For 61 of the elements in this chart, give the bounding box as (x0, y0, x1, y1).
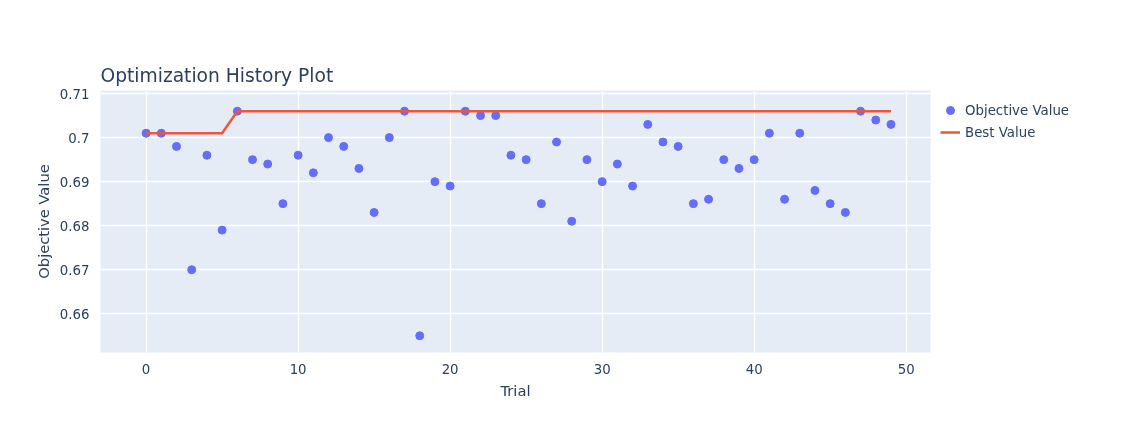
point (263, 159, 273, 169)
y-tick-label: 0.69 (59, 174, 90, 190)
point (552, 137, 562, 147)
point (764, 128, 774, 138)
point (582, 155, 592, 165)
point (521, 155, 531, 165)
point (643, 119, 653, 129)
point (293, 150, 303, 160)
y-tick-label: 0.71 (59, 86, 90, 102)
x-tick-label: 20 (441, 361, 459, 377)
point (248, 155, 258, 165)
point (187, 265, 197, 275)
x-tick-label: 30 (593, 361, 611, 377)
y-axis-title: Objective Value (34, 164, 52, 279)
point (339, 141, 349, 151)
point (506, 150, 516, 160)
x-axis-title: Trial (499, 381, 531, 399)
point (719, 155, 729, 165)
point (825, 199, 835, 209)
y-tick-label: 0.68 (59, 218, 90, 234)
x-tick-label: 50 (897, 361, 915, 377)
point (217, 225, 227, 235)
point (688, 199, 698, 209)
point (886, 119, 896, 129)
chart-title: Optimization History Plot (100, 64, 334, 86)
point (172, 141, 182, 151)
x-tick-label: 0 (141, 361, 151, 377)
point (476, 111, 486, 121)
point (840, 207, 850, 217)
point (734, 163, 744, 173)
point (597, 177, 607, 187)
x-tick-label: 10 (289, 361, 307, 377)
point (202, 150, 212, 160)
y-tick-label: 0.7 (68, 130, 90, 146)
point (567, 216, 577, 226)
point (536, 199, 546, 209)
legend-label: Best Value (965, 124, 1036, 140)
point (704, 194, 714, 204)
point (384, 133, 394, 143)
x-tick-label: 40 (745, 361, 763, 377)
point (430, 177, 440, 187)
point (749, 155, 759, 165)
point (795, 128, 805, 138)
point (658, 137, 668, 147)
point (612, 159, 622, 169)
point (871, 115, 881, 125)
point (415, 331, 425, 341)
y-tick-label: 0.66 (59, 306, 90, 322)
point (369, 207, 379, 217)
legend-label: Objective Value (965, 102, 1070, 118)
point (491, 111, 501, 121)
point (354, 163, 364, 173)
point (780, 194, 790, 204)
point (628, 181, 638, 191)
point (324, 133, 334, 143)
point (278, 199, 288, 209)
point (673, 141, 683, 151)
point (810, 185, 820, 195)
y-tick-label: 0.67 (59, 262, 90, 278)
point (445, 181, 455, 191)
point (308, 168, 318, 178)
